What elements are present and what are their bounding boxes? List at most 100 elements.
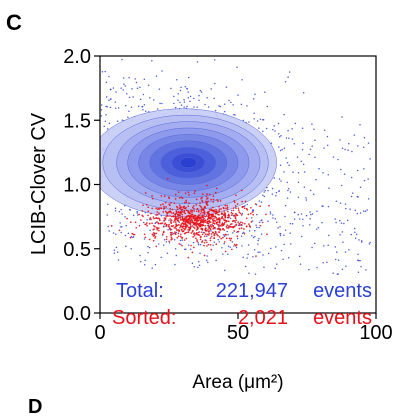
total-point: [257, 239, 259, 242]
total-point: [256, 213, 258, 216]
sorted-point: [187, 205, 190, 208]
sorted-point: [210, 248, 213, 251]
sorted-point: [157, 222, 160, 225]
sorted-point: [204, 227, 207, 229]
total-point: [244, 265, 247, 268]
sorted-point: [195, 229, 198, 231]
sorted-point: [234, 205, 237, 207]
sorted-point: [249, 212, 252, 215]
sorted-point: [166, 215, 169, 217]
sorted-point: [206, 233, 209, 236]
sorted-point: [142, 204, 144, 207]
sorted-point: [163, 217, 166, 219]
total-point: [132, 214, 135, 216]
sorted-point: [181, 213, 184, 216]
sorted-point: [158, 229, 160, 232]
sorted-point: [222, 236, 224, 239]
sorted-point: [167, 196, 170, 199]
total-point: [274, 130, 276, 132]
total-point: [367, 178, 369, 180]
total-point: [129, 208, 131, 211]
total-point: [187, 91, 189, 93]
total-point: [112, 87, 115, 89]
total-point: [287, 76, 289, 78]
total-point: [292, 171, 294, 173]
total-point: [212, 244, 214, 246]
sorted-point: [202, 219, 204, 222]
total-point: [282, 258, 284, 261]
sorted-point: [181, 208, 184, 211]
sorted-point: [232, 207, 235, 210]
sorted-point: [146, 224, 148, 227]
total-point: [277, 122, 280, 125]
sorted-point: [255, 255, 257, 257]
sorted-point: [245, 217, 248, 220]
total-point: [236, 66, 238, 68]
sorted-point: [227, 210, 229, 213]
sorted-point: [200, 205, 202, 208]
total-point: [163, 239, 166, 241]
total-point: [284, 204, 287, 207]
total-point: [258, 226, 260, 229]
total-point: [278, 146, 280, 148]
total-point: [170, 228, 173, 231]
total-point: [246, 257, 248, 259]
total-point: [187, 96, 190, 99]
total-point: [364, 210, 367, 213]
total-point: [227, 245, 230, 248]
total-point: [225, 86, 228, 88]
total-point: [139, 98, 142, 101]
sorted-point: [149, 217, 152, 219]
total-point: [267, 252, 270, 255]
total-point: [340, 222, 343, 224]
total-point: [259, 251, 261, 253]
total-point: [230, 209, 233, 212]
legend-sorted-events: events: [313, 307, 372, 329]
total-point: [365, 269, 367, 271]
sorted-point: [155, 214, 158, 216]
sorted-point: [195, 221, 198, 223]
total-point: [198, 260, 200, 263]
total-point: [314, 156, 316, 158]
sorted-point: [214, 215, 216, 218]
sorted-point: [197, 219, 200, 222]
total-point: [257, 251, 259, 254]
sorted-point: [235, 194, 237, 197]
sorted-point: [206, 245, 208, 247]
total-point: [291, 222, 294, 225]
sorted-point: [209, 218, 212, 220]
sorted-point: [144, 236, 147, 239]
sorted-point: [218, 208, 221, 211]
sorted-point: [184, 201, 186, 204]
total-point: [113, 249, 116, 251]
total-point: [198, 264, 201, 267]
sorted-point: [161, 222, 164, 224]
sorted-point: [180, 196, 183, 199]
total-point: [348, 142, 350, 145]
sorted-point: [195, 203, 198, 206]
sorted-point: [210, 226, 213, 228]
total-point: [326, 135, 329, 138]
total-point: [341, 231, 344, 233]
sorted-point: [191, 211, 193, 213]
total-point: [124, 85, 126, 87]
total-point: [127, 116, 129, 118]
sorted-point: [174, 193, 177, 196]
sorted-point: [156, 217, 159, 220]
sorted-point: [235, 207, 237, 209]
sorted-point: [188, 217, 191, 220]
total-point: [183, 106, 185, 108]
sorted-point: [201, 233, 204, 236]
total-point: [134, 78, 136, 80]
total-point: [157, 108, 159, 110]
y-tick-label: 0.5: [63, 239, 91, 261]
sorted-point: [196, 231, 198, 234]
y-tick-label: 0.0: [63, 303, 91, 325]
sorted-point: [221, 217, 223, 219]
sorted-point: [169, 218, 172, 220]
sorted-point: [181, 210, 184, 213]
total-point: [315, 228, 318, 230]
sorted-point: [165, 238, 168, 241]
sorted-point: [187, 191, 190, 194]
sorted-point: [164, 222, 167, 225]
